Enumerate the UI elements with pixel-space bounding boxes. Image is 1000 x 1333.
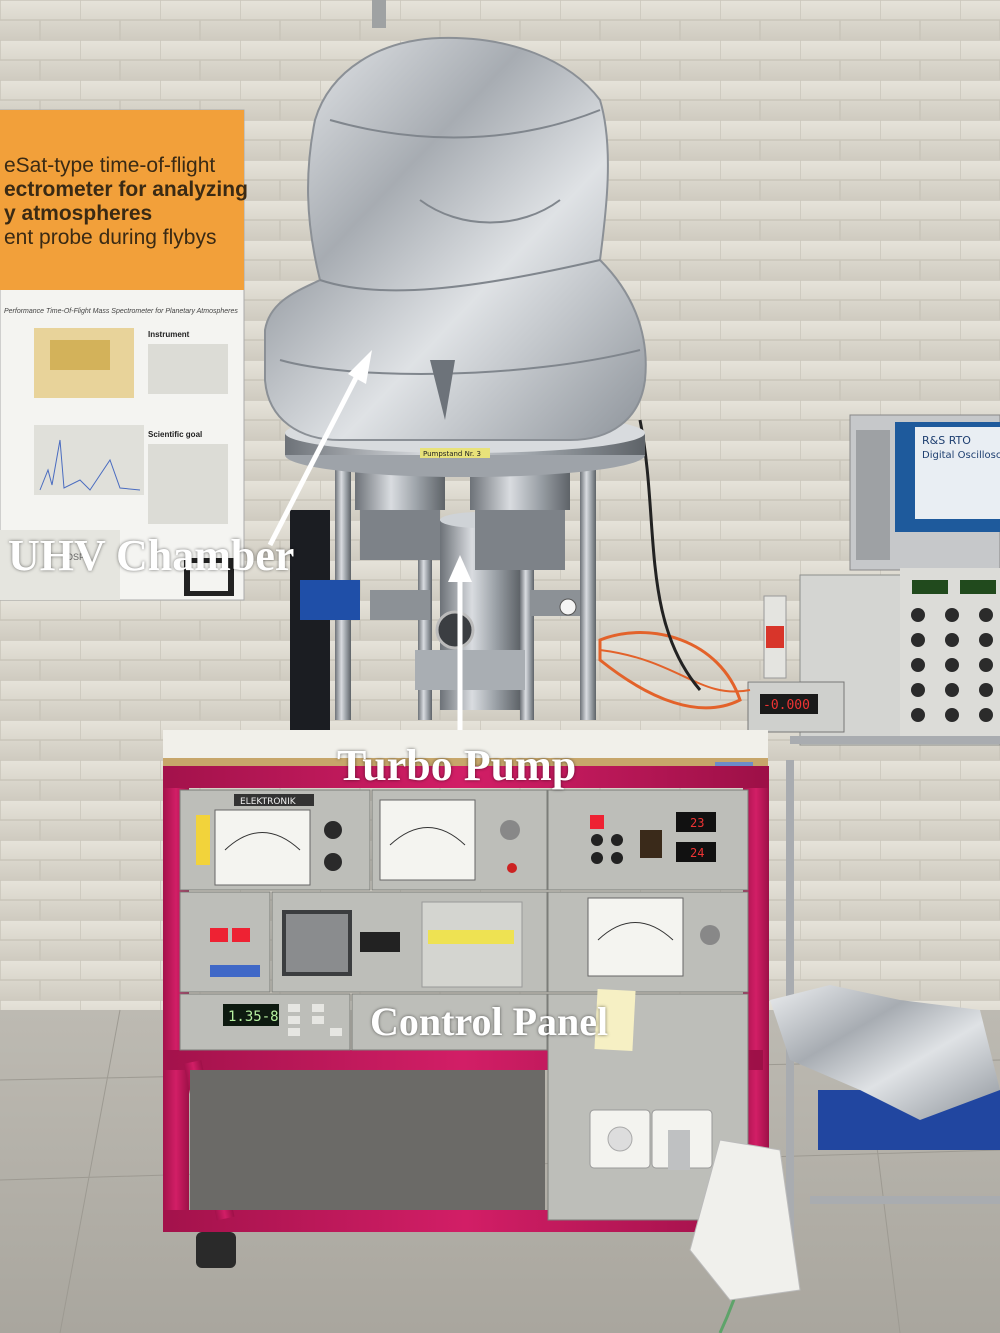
svg-text:ectrometer for analyzing: ectrometer for analyzing xyxy=(4,178,248,201)
svg-text:Digital Oscilloscope: Digital Oscilloscope xyxy=(922,450,1000,461)
control-panel-label: Control Panel xyxy=(370,999,609,1044)
svg-text:eSat-type time-of-flight: eSat-type time-of-flight xyxy=(4,154,215,177)
svg-text:Pumpstand Nr. 3: Pumpstand Nr. 3 xyxy=(423,450,481,458)
orange-cables xyxy=(598,631,742,710)
svg-text:Scientific goal: Scientific goal xyxy=(148,430,202,439)
svg-text:-0.000: -0.000 xyxy=(763,698,810,713)
svg-text:Instrument: Instrument xyxy=(148,330,190,339)
hanging-manual xyxy=(689,1139,801,1301)
wall-poster: eSat-type time-of-flight ectrometer for … xyxy=(0,109,248,601)
rack-power-supply xyxy=(799,568,1000,746)
svg-text:ent probe during flybys: ent probe during flybys xyxy=(4,226,216,249)
voltage-meter: -0.000 xyxy=(747,681,845,733)
uhv-chamber-label: UHV Chamber xyxy=(8,531,295,580)
foil-wrapped-chamber xyxy=(264,36,647,441)
annotation-arrows xyxy=(267,350,472,730)
digital-oscilloscope: R&S RTO Digital Oscilloscope xyxy=(849,414,1000,571)
foil-pile xyxy=(770,985,1000,1120)
turbo-pump-label: Turbo Pump xyxy=(337,741,577,790)
control-panel-modules: ELEKTRONIK 23 24 xyxy=(179,789,749,1221)
svg-text:1.35-8: 1.35-8 xyxy=(228,1009,279,1025)
svg-text:ELEKTRONIK: ELEKTRONIK xyxy=(240,797,297,807)
svg-text:24: 24 xyxy=(690,846,704,860)
svg-text:OSPA: OSPA xyxy=(66,552,90,562)
svg-text:23: 23 xyxy=(690,816,704,830)
svg-text:y atmospheres: y atmospheres xyxy=(4,202,152,225)
svg-text:Performance Time-Of-Flight Mas: Performance Time-Of-Flight Mass Spectrom… xyxy=(4,308,238,315)
cart-top xyxy=(163,730,768,772)
svg-text:R&S RTO: R&S RTO xyxy=(922,434,971,447)
